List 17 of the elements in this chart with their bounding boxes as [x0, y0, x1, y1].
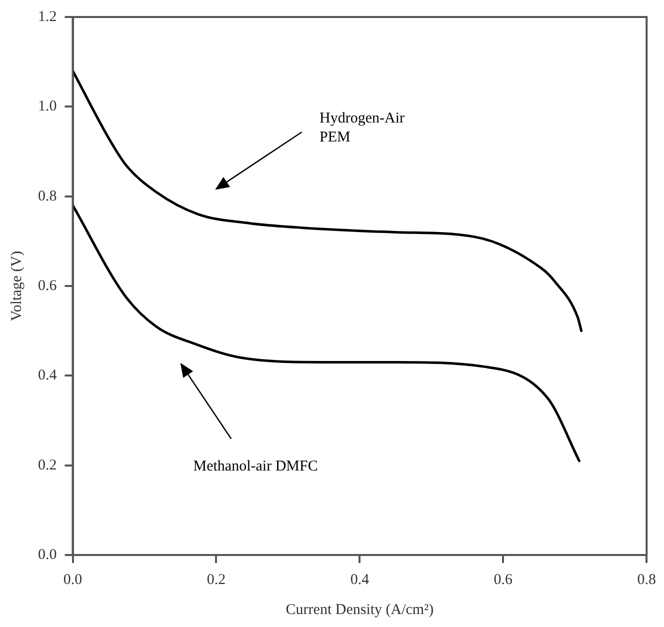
- x-tick-label: 0.0: [63, 572, 82, 588]
- x-axis-title: Current Density (A/cm²): [286, 602, 434, 618]
- y-axis-title: Voltage (V): [8, 250, 25, 322]
- y-tick-label: 1.2: [38, 8, 57, 25]
- y-tick-label: 0.4: [38, 368, 58, 384]
- x-tick-label: 0.8: [637, 572, 656, 588]
- y-tick-label: 0.8: [38, 188, 57, 204]
- y-tick-label: 0.0: [38, 546, 57, 563]
- annotation: Hydrogen-Air PEM: [320, 110, 404, 146]
- line-series: [72, 70, 583, 332]
- x-tick-label: 0.4: [350, 572, 370, 588]
- x-tick-label: 0.6: [494, 572, 514, 588]
- y-tick-label: 0.2: [38, 457, 57, 474]
- annotation: Methanol-air DMFC: [193, 458, 318, 475]
- y-tick-label: 0.6: [38, 278, 58, 294]
- y-tick-label: 1.0: [38, 98, 57, 115]
- x-tick-label: 0.2: [206, 572, 226, 588]
